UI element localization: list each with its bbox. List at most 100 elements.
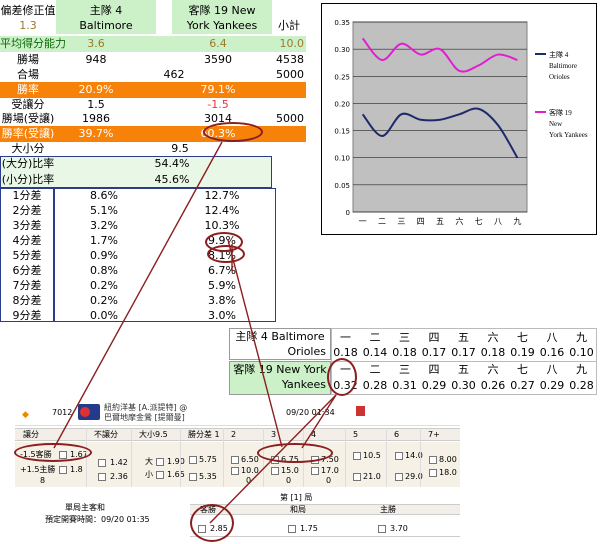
single-inning-label: 單局主客和 — [65, 503, 105, 512]
margin-bot-checkbox[interactable] — [395, 473, 403, 481]
over-under-label: 大小分 — [11, 142, 45, 155]
winrate-home: 20.9% — [78, 83, 114, 96]
inning-odds: 1.75 — [300, 524, 318, 533]
bet-col-header: 2 — [231, 430, 237, 439]
chart-svg: 0 0.05 0.10 0.15 0.20 0.25 0.30 0.35 一 二 三 四 五 六 七 八 九 主隊… — [334, 19, 588, 226]
spread-label: 受讓分 — [11, 98, 45, 111]
winrate-row: 勝率 20.9% 79.1% — [0, 82, 306, 98]
margin-bot-checkbox[interactable] — [353, 473, 361, 481]
inning-header: 七 — [517, 331, 528, 344]
bet-col-header: 5 — [353, 430, 359, 439]
flag-icon[interactable] — [356, 406, 365, 416]
margin-top-checkbox[interactable] — [231, 456, 239, 464]
margin-label: 9分差 — [12, 309, 42, 322]
margin-bot-checkbox[interactable] — [311, 467, 319, 475]
over-under-row: 大小分 9.5 — [0, 141, 306, 157]
inning-header-2: 七 — [517, 363, 528, 376]
margin-home: 0.9% — [90, 249, 118, 262]
margin-bot-odds: 18.0 — [439, 468, 457, 477]
annotation-line-1 — [53, 141, 223, 449]
margin-top-checkbox[interactable] — [395, 452, 403, 460]
margin-bot-odds: 29.0 — [405, 472, 423, 481]
legend-label: New — [549, 120, 563, 128]
game-number: 7012 — [52, 408, 73, 417]
margin-home: 0.8% — [90, 264, 118, 277]
margin-bot-extra: 0 — [326, 476, 332, 485]
bet-col-header: 不讓分 — [94, 430, 118, 439]
away-team-line1: 客隊 19 New York — [233, 363, 327, 376]
inning-col-label: 和局 — [290, 505, 306, 514]
wins-total: 4538 — [276, 53, 304, 66]
draw-label: 合場 — [17, 68, 39, 81]
inning-section — [15, 487, 460, 544]
margin-row: 3分差 3.2% 10.3% — [0, 218, 276, 234]
margin-top-checkbox[interactable] — [429, 456, 437, 464]
y-tick-label: 0.10 — [334, 155, 350, 163]
home-inning-value: 0.16 — [539, 346, 565, 359]
margin-away: 6.7% — [208, 264, 236, 277]
margin-home: 0.2% — [90, 294, 118, 307]
x-tick-label: 五 — [436, 217, 444, 226]
x-tick-label: 九 — [513, 217, 521, 226]
moneyline-top-checkbox[interactable] — [98, 459, 106, 467]
inning-header: 一 — [340, 331, 351, 344]
inning-checkbox[interactable] — [288, 525, 296, 533]
spread-wins-home: 1986 — [82, 112, 110, 125]
inning-checkbox[interactable] — [378, 525, 386, 533]
margin-away: 12.4% — [204, 204, 240, 217]
ou-top-checkbox[interactable] — [156, 458, 164, 466]
annotation-circle-5run — [207, 245, 245, 263]
margin-top-odds: 6.50 — [241, 455, 259, 464]
margin-value-box — [54, 188, 276, 322]
spread-bot-label: +1.5主勝 — [20, 465, 56, 474]
spread-bot-checkbox[interactable] — [59, 466, 67, 474]
away-inning-value: 0.31 — [392, 379, 417, 392]
total-label: 小計 — [278, 19, 300, 32]
start-time-label: 預定開賽時間：09/20 01:35 — [45, 515, 150, 524]
ou-bot-checkbox[interactable] — [156, 471, 164, 479]
margin-row: 9分差 0.0% 3.0% — [0, 308, 276, 324]
away-inning-value: 0.28 — [362, 379, 388, 392]
spread-bot-suffix: 8 — [40, 476, 46, 485]
total-header: 小計 — [272, 0, 306, 34]
margin-label: 2分差 — [12, 204, 42, 217]
away-inning-value: 0.30 — [451, 379, 476, 392]
inning-chart: 0 0.05 0.10 0.15 0.20 0.25 0.30 0.35 一 二 三 四 五 六 七 八 九 主隊… — [321, 3, 597, 235]
margin-bot-checkbox[interactable] — [189, 473, 197, 481]
margin-bot-checkbox[interactable] — [429, 469, 437, 477]
moneyline-bot-checkbox[interactable] — [98, 473, 106, 481]
margin-top-checkbox[interactable] — [353, 452, 361, 460]
wins-row: 勝場 948 3590 4538 — [0, 52, 306, 68]
y-tick-label: 0.05 — [334, 182, 350, 190]
annotation-circle-inning1 — [327, 358, 357, 396]
draw-total: 5000 — [276, 68, 304, 81]
inning-row-line — [190, 536, 460, 537]
margin-bot-checkbox[interactable] — [271, 467, 279, 475]
legend-label: York Yankees — [549, 131, 588, 139]
annotation-circle-margin-odds — [257, 443, 333, 463]
home-inning-value: 0.18 — [392, 346, 417, 359]
margin-top-checkbox[interactable] — [189, 456, 197, 464]
draw-value: 462 — [163, 68, 185, 81]
spread-row: 受讓分 1.5 -1.5 — [0, 97, 306, 113]
team-line-2: 巴爾地摩金鶯 [提爾曼] — [104, 413, 185, 422]
margin-bot-odds: 5.35 — [199, 472, 217, 481]
margin-row: 8分差 0.2% 3.8% — [0, 293, 276, 309]
margin-label: 5分差 — [12, 249, 42, 262]
margin-bot-checkbox[interactable] — [231, 467, 239, 475]
wins-label: 勝場 — [17, 53, 39, 66]
margin-row: 6分差 0.8% 6.7% — [0, 263, 276, 279]
col-separator — [131, 428, 132, 487]
ou-bot-odds: 1.65 — [167, 470, 185, 479]
ou-bot-label: 小 — [145, 470, 153, 479]
inning-header-2: 四 — [428, 363, 440, 376]
col-separator — [345, 428, 346, 487]
inning-divider — [331, 361, 597, 362]
game-datetime: 09/20 01:34 — [286, 408, 335, 417]
y-tick-label: 0.20 — [334, 100, 350, 108]
inning-header: 八 — [546, 331, 558, 344]
series-line — [361, 37, 518, 73]
margin-top-odds: 8.00 — [439, 455, 457, 464]
home-inning-value: 0.14 — [362, 346, 388, 359]
inning-header-2: 五 — [458, 363, 469, 376]
